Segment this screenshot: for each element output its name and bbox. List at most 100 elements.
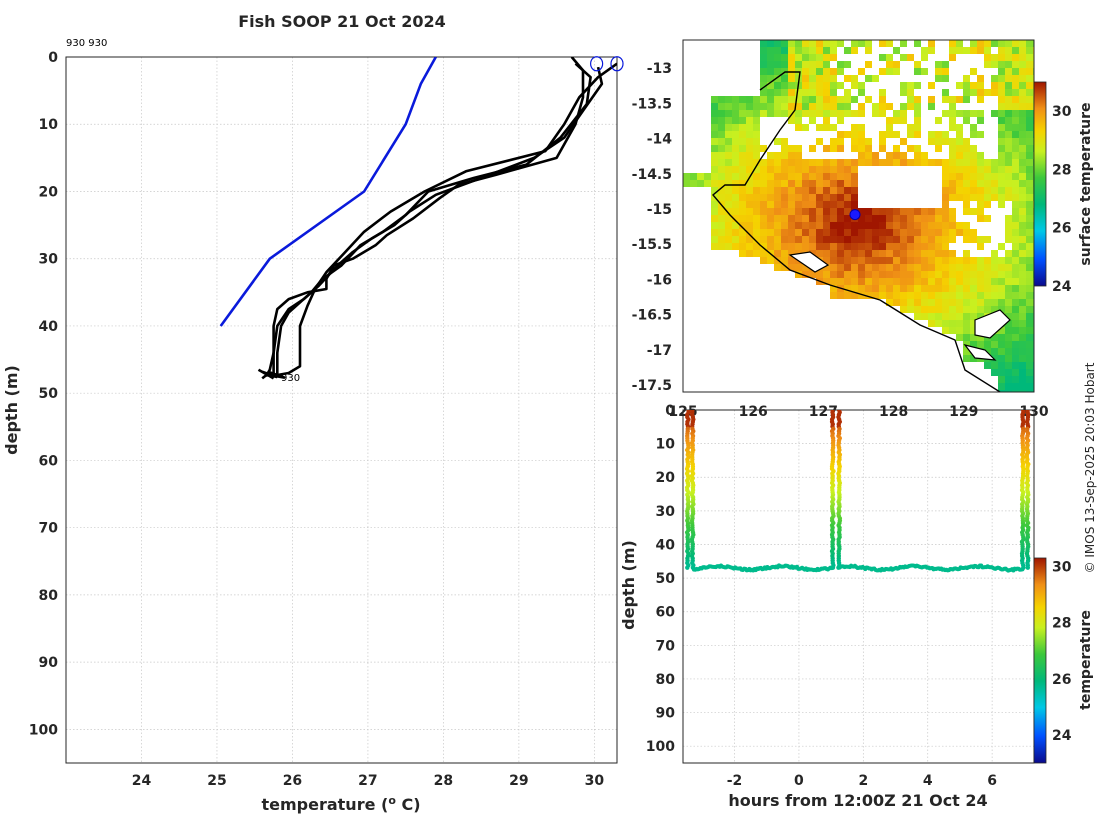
sst-cell <box>886 40 893 47</box>
sst-cell <box>774 68 781 75</box>
sst-cell <box>711 180 718 187</box>
sst-cell <box>872 264 879 271</box>
sst-cell <box>809 117 816 124</box>
sst-cell <box>795 96 802 103</box>
sst-cell <box>914 285 921 292</box>
sst-cell <box>893 110 900 117</box>
sst-cell <box>837 257 844 264</box>
sst-cell <box>1012 194 1019 201</box>
sst-cell <box>774 264 781 271</box>
sst-cell <box>1012 82 1019 89</box>
sst-cell <box>998 145 1005 152</box>
sst-cell <box>1019 194 1026 201</box>
sst-cell <box>886 250 893 257</box>
sst-cell <box>956 180 963 187</box>
sst-cell <box>1012 334 1019 341</box>
sst-cell <box>949 96 956 103</box>
sst-cell <box>998 299 1005 306</box>
sst-cell <box>970 257 977 264</box>
sst-cell <box>823 201 830 208</box>
sst-cell <box>970 89 977 96</box>
sst-cell <box>1012 47 1019 54</box>
sst-cell <box>788 75 795 82</box>
sst-cell <box>963 138 970 145</box>
sst-cell <box>774 82 781 89</box>
sst-cell <box>914 131 921 138</box>
sst-cell <box>998 292 1005 299</box>
sst-cell <box>1012 201 1019 208</box>
sst-cell <box>711 173 718 180</box>
sst-cell <box>711 103 718 110</box>
sst-cell <box>942 229 949 236</box>
sst-cell <box>998 96 1005 103</box>
sst-cell <box>725 243 732 250</box>
profile-line-cast1 <box>264 57 585 378</box>
sst-cell <box>1012 278 1019 285</box>
profile-line-cast4 <box>269 62 617 378</box>
sst-cell <box>809 61 816 68</box>
sst-cell <box>886 278 893 285</box>
sst-cell <box>837 180 844 187</box>
sst-cell <box>907 271 914 278</box>
sst-cell <box>830 292 837 299</box>
sst-cell <box>872 159 879 166</box>
sst-cell <box>928 222 935 229</box>
sst-cell <box>753 187 760 194</box>
sst-cell <box>802 201 809 208</box>
sst-cell <box>781 243 788 250</box>
profile-x-tick-27: 27 <box>358 773 377 789</box>
sst-cell <box>879 285 886 292</box>
sst-cell <box>823 47 830 54</box>
sst-cell <box>788 89 795 96</box>
sst-cell <box>1019 166 1026 173</box>
sst-cell <box>886 257 893 264</box>
sst-cell <box>795 201 802 208</box>
sst-cell <box>900 243 907 250</box>
sst-cell <box>809 110 816 117</box>
sst-cell <box>893 229 900 236</box>
sst-cell <box>851 159 858 166</box>
sst-cell <box>893 250 900 257</box>
sst-cell <box>746 194 753 201</box>
sst-cell <box>809 215 816 222</box>
sst-cell <box>802 61 809 68</box>
sst-cell <box>795 173 802 180</box>
sst-cell <box>1019 82 1026 89</box>
sst-cell <box>949 208 956 215</box>
sst-cell <box>1019 61 1026 68</box>
sst-cell <box>984 187 991 194</box>
sst-cell <box>760 54 767 61</box>
sst-cell <box>732 110 739 117</box>
sst-cell <box>816 250 823 257</box>
depth-time-x-tick-4: 4 <box>923 773 933 789</box>
sst-cell <box>1012 250 1019 257</box>
sst-cell <box>935 159 942 166</box>
sst-cell <box>1005 68 1012 75</box>
sst-cell <box>830 285 837 292</box>
sst-cell <box>767 166 774 173</box>
sst-cell <box>837 68 844 75</box>
sst-cell <box>991 75 998 82</box>
sst-cell <box>858 40 865 47</box>
sst-cell <box>984 236 991 243</box>
sst-cell <box>977 341 984 348</box>
map-y-tick-m17_5: -17.5 <box>632 378 672 394</box>
sst-cell <box>788 194 795 201</box>
sst-cell <box>935 61 942 68</box>
sst-cell <box>844 173 851 180</box>
sst-cell <box>886 299 893 306</box>
sst-cell <box>970 131 977 138</box>
sst-cell <box>1005 355 1012 362</box>
sst-cell <box>914 222 921 229</box>
sst-cell <box>844 61 851 68</box>
sst-cell <box>998 348 1005 355</box>
sst-cell <box>767 180 774 187</box>
sst-cell <box>725 187 732 194</box>
sst-cell <box>767 187 774 194</box>
sst-cell <box>942 131 949 138</box>
map-y-tick-m15: -15 <box>647 202 672 218</box>
sst-cell <box>928 40 935 47</box>
sst-cell <box>963 341 970 348</box>
sst-cell <box>844 264 851 271</box>
sst-cell <box>949 215 956 222</box>
